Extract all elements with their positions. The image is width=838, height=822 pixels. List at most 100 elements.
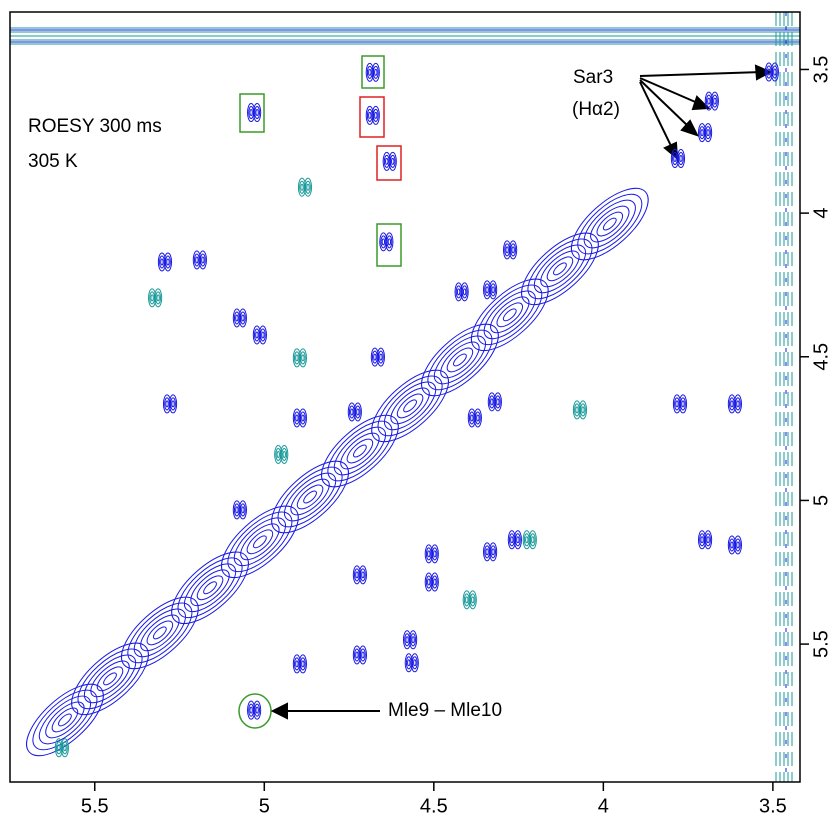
x-tick-label: 5.5 [81, 795, 109, 817]
contour [411, 636, 415, 644]
contour [350, 408, 354, 416]
arrowhead [270, 702, 288, 720]
peak [121, 596, 199, 670]
contour [292, 348, 301, 368]
peak [483, 280, 498, 300]
contour [353, 444, 367, 458]
contour [221, 505, 299, 579]
contour [238, 308, 247, 328]
peak [424, 544, 439, 564]
annotation: 305 K [28, 151, 78, 172]
contour [764, 62, 773, 82]
peak [697, 530, 713, 550]
contour [379, 353, 383, 361]
contour [235, 314, 239, 322]
contour [63, 744, 67, 752]
contour [476, 414, 480, 422]
contour [203, 581, 217, 595]
contour [390, 387, 430, 425]
contour [247, 700, 256, 720]
peak [171, 551, 249, 624]
contour [140, 614, 180, 652]
contour [388, 151, 397, 171]
x-tick-label: 4 [598, 795, 609, 817]
contour [157, 252, 167, 272]
contour [770, 62, 779, 82]
peak [379, 232, 394, 252]
t1-noise [10, 12, 800, 782]
peak [697, 123, 713, 143]
contour [280, 444, 289, 464]
contour [471, 596, 475, 604]
contour [707, 97, 711, 105]
contour [333, 426, 386, 476]
contour [160, 258, 164, 266]
contour [26, 683, 104, 757]
contour [240, 523, 280, 561]
contour [487, 392, 496, 412]
contour [146, 620, 174, 646]
contour [358, 565, 368, 585]
contour [440, 341, 480, 379]
contour [773, 68, 777, 76]
peak [572, 400, 588, 420]
contour [767, 68, 771, 76]
peak [467, 408, 482, 428]
green-box [239, 93, 265, 133]
contour [163, 252, 173, 272]
contour [133, 608, 186, 658]
contour [509, 240, 518, 260]
contour [368, 111, 372, 119]
contour [522, 530, 531, 550]
contour [255, 109, 259, 117]
x-tick-label: 5 [259, 795, 270, 817]
x-tick-label: 4.5 [420, 795, 448, 817]
contour [706, 536, 710, 544]
contour [271, 460, 349, 534]
contour [71, 642, 149, 716]
contour [733, 535, 743, 555]
contour [531, 536, 535, 544]
contour [261, 331, 265, 339]
contour [681, 400, 685, 408]
contour [255, 706, 259, 714]
contour [290, 478, 330, 516]
contour [433, 335, 486, 385]
contour [404, 653, 413, 673]
contour [252, 535, 267, 549]
contour [371, 62, 380, 82]
contour [249, 109, 253, 117]
contour [127, 602, 193, 664]
contour [373, 353, 377, 361]
contour [282, 450, 286, 458]
highlight-boxes [238, 55, 402, 729]
contour [152, 626, 167, 640]
contour [540, 250, 580, 288]
contour [381, 238, 386, 246]
contour [83, 654, 137, 704]
peak [365, 105, 380, 125]
contour [150, 294, 154, 302]
contour [382, 151, 391, 171]
contour [195, 256, 199, 264]
contour [704, 91, 713, 111]
contour [676, 149, 686, 169]
contour [703, 530, 713, 550]
contour [483, 542, 492, 562]
peak [521, 232, 599, 306]
contour [192, 250, 201, 270]
contour [470, 278, 549, 352]
peak [54, 738, 69, 758]
contour [465, 596, 469, 604]
contour [421, 323, 499, 397]
contour [678, 394, 688, 414]
contour [384, 381, 437, 431]
contour [301, 660, 305, 668]
contour [295, 660, 299, 668]
contour [365, 62, 374, 82]
peak [321, 414, 399, 488]
contour [590, 205, 630, 243]
y-tick-label: 4.5 [810, 343, 832, 371]
x-tick-label: 3.5 [759, 795, 787, 817]
peak [483, 542, 498, 562]
